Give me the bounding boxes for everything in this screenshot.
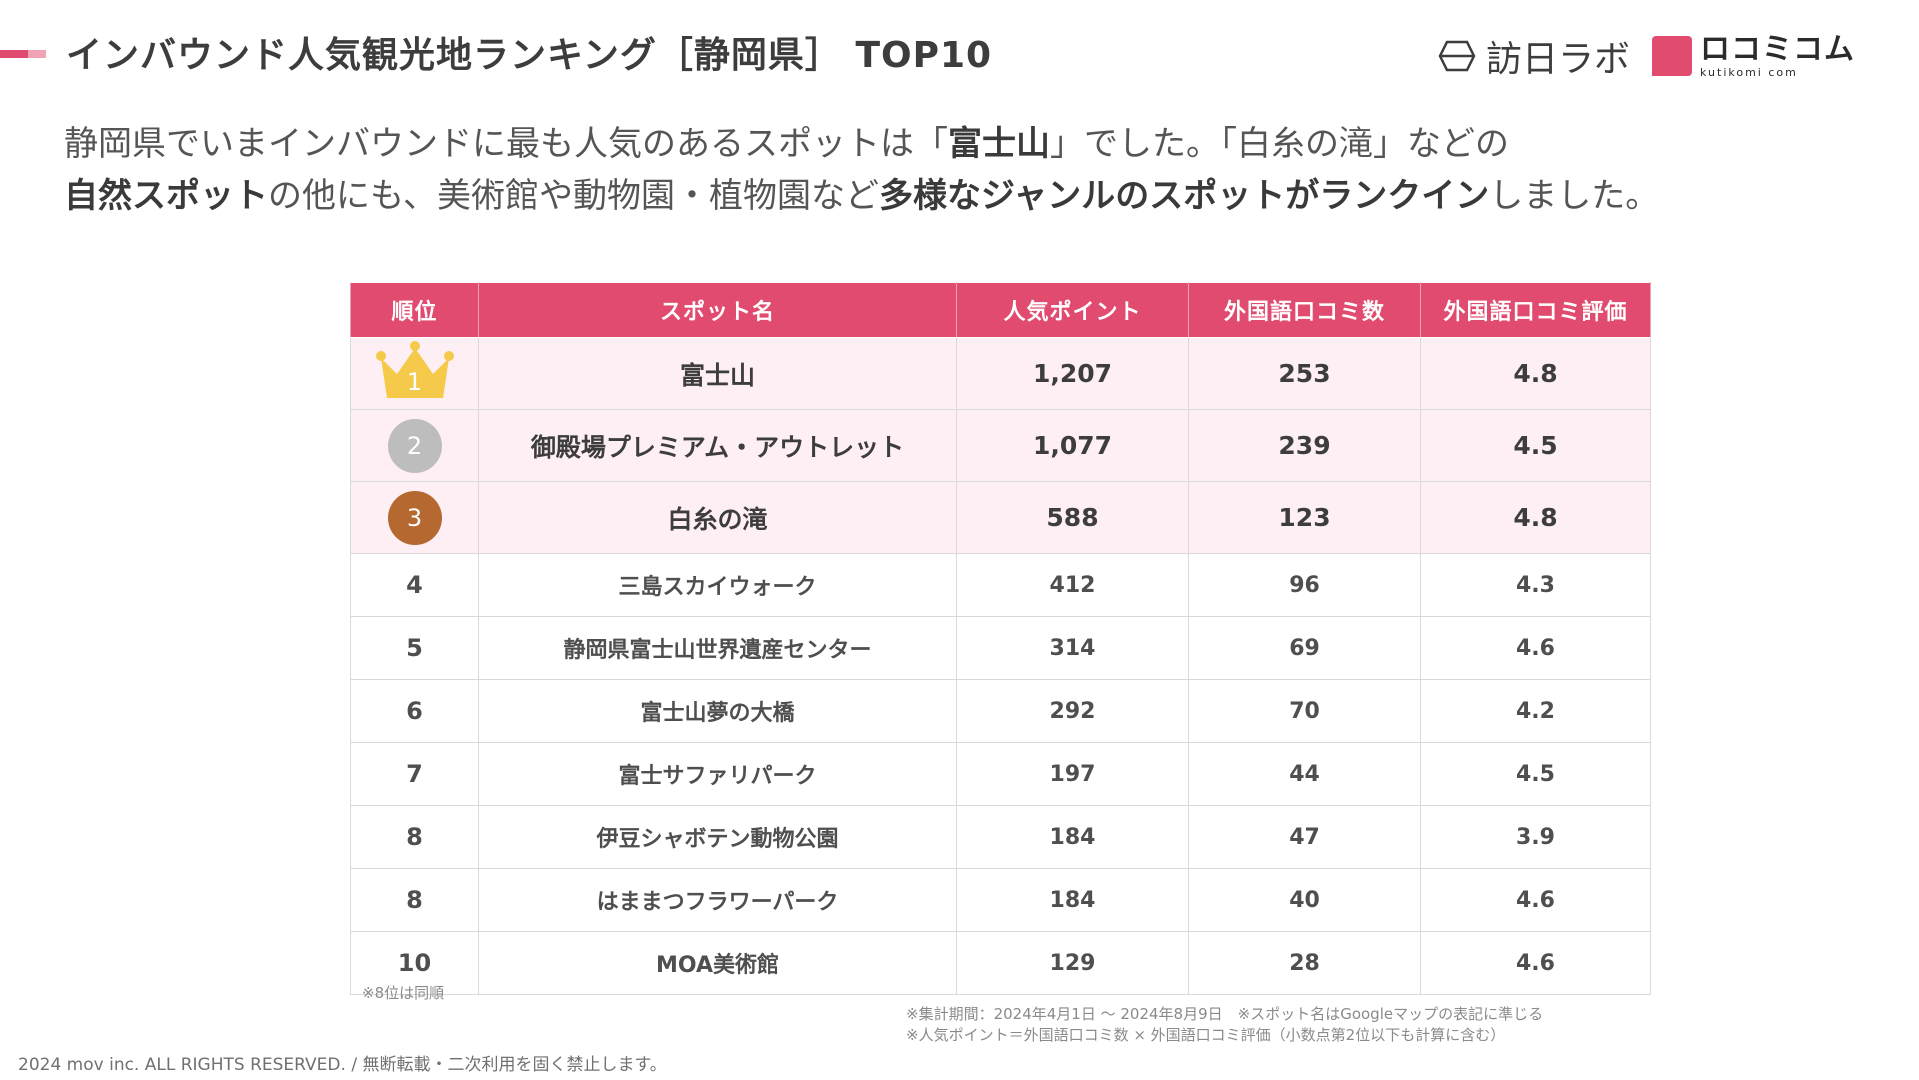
rating-cell: 4.6 — [1420, 931, 1651, 995]
review-count-cell: 239 — [1188, 409, 1421, 482]
houjin-labo-text: 訪日ラボ — [1485, 39, 1630, 80]
rank-cell: 8 — [350, 805, 479, 869]
rank-cell: 4 — [350, 553, 479, 617]
table-row: 8 伊豆シャボテン動物公園 184 47 3.9 — [350, 805, 1651, 869]
page-title: インバウンド人気観光地ランキング［静岡県］ TOP10 — [66, 35, 993, 76]
rating-cell: 4.6 — [1420, 616, 1651, 680]
points-cell: 184 — [956, 805, 1189, 869]
intro-line-2: 自然スポットの他にも、美術館や動物園・植物園など多様なジャンルのスポットがランク… — [64, 170, 1864, 222]
kutikomi-logo-text: ロコミコム — [1700, 31, 1855, 67]
rating-cell: 4.8 — [1420, 337, 1651, 410]
footnote-formula: ※人気ポイント＝外国語口コミ数 × 外国語口コミ評価（小数点第2位以下も計算に含… — [906, 1026, 1506, 1044]
intro-highlight-fuji: 富士山 — [948, 124, 1050, 164]
intro-text-segment: 」でした。「白糸の滝」などの — [1050, 124, 1509, 164]
points-cell: 292 — [956, 679, 1189, 743]
table-row: 6 富士山夢の大橋 292 70 4.2 — [350, 679, 1651, 743]
bronze-medal-icon: 3 — [387, 490, 442, 545]
logo-group: 訪日ラボ ロコミコム kutikomi com — [1438, 30, 1855, 82]
rank-cell: 3 — [350, 481, 479, 554]
review-count-cell: 70 — [1188, 679, 1421, 743]
review-count-cell: 253 — [1188, 337, 1421, 410]
table-row: 4 三島スカイウォーク 412 96 4.3 — [350, 553, 1651, 617]
rating-cell: 4.2 — [1420, 679, 1651, 743]
intro-line-1: 静岡県でいまインバウンドに最も人気のあるスポットは「富士山」でした。「白糸の滝」… — [64, 118, 1864, 170]
review-count-cell: 28 — [1188, 931, 1421, 995]
points-cell: 1,207 — [956, 337, 1189, 410]
points-cell: 314 — [956, 616, 1189, 680]
spot-name-cell: 富士山 — [478, 337, 957, 410]
spot-name-cell: 富士山夢の大橋 — [478, 679, 957, 743]
spot-name-cell: 三島スカイウォーク — [478, 553, 957, 617]
houjin-labo-icon — [1438, 40, 1476, 72]
review-count-cell: 69 — [1188, 616, 1421, 680]
rank-cell: 6 — [350, 679, 479, 743]
houjin-labo-logo: 訪日ラボ — [1438, 30, 1630, 82]
intro-highlight-variety: 多様なジャンルのスポットがランクイン — [878, 176, 1490, 216]
intro-text-segment: の他にも、美術館や動物園・植物園など — [268, 176, 879, 216]
table-row: 7 富士サファリパーク 197 44 4.5 — [350, 742, 1651, 806]
table-row: 8 はままつフラワーパーク 184 40 4.6 — [350, 868, 1651, 932]
table-row: 10 MOA美術館 129 28 4.6 — [350, 931, 1651, 995]
intro-text-segment: 静岡県でいまインバウンドに最も人気のあるスポットは「 — [64, 124, 948, 164]
title-accent-bar — [0, 50, 46, 58]
table-header-row: 順位 スポット名 人気ポイント 外国語口コミ数 外国語口コミ評価 — [350, 282, 1651, 338]
rank-cell: 10 — [350, 931, 479, 995]
table-row: 1 富士山 1,207 253 4.8 — [350, 337, 1651, 410]
points-cell: 1,077 — [956, 409, 1189, 482]
kutikomi-logo: ロコミコム kutikomi com — [1652, 31, 1855, 79]
copyright-footer: 2024 mov inc. ALL RIGHTS RESERVED. / 無断転… — [18, 1055, 667, 1075]
review-count-cell: 44 — [1188, 742, 1421, 806]
points-cell: 412 — [956, 553, 1189, 617]
table-row: 3 白糸の滝 588 123 4.8 — [350, 481, 1651, 554]
rank-cell: 8 — [350, 868, 479, 932]
rank-cell: 5 — [350, 616, 479, 680]
header-spot-name: スポット名 — [478, 282, 957, 338]
intro-text: 静岡県でいまインバウンドに最も人気のあるスポットは「富士山」でした。「白糸の滝」… — [64, 118, 1864, 222]
points-cell: 184 — [956, 868, 1189, 932]
spot-name-cell: 御殿場プレミアム・アウトレット — [478, 409, 957, 482]
rank-cell: 2 — [350, 409, 479, 482]
spot-name-cell: MOA美術館 — [478, 931, 957, 995]
review-count-cell: 123 — [1188, 481, 1421, 554]
header-points: 人気ポイント — [956, 282, 1189, 338]
spot-name-cell: 富士サファリパーク — [478, 742, 957, 806]
footnote-period: ※集計期間：2024年4月1日 〜 2024年8月9日 ※スポット名はGoogl… — [906, 1005, 1544, 1023]
tie-note: ※8位は同順 — [362, 984, 445, 1002]
review-count-cell: 96 — [1188, 553, 1421, 617]
header-rank: 順位 — [350, 282, 479, 338]
rank-cell: 1 — [350, 337, 479, 410]
table-row: 5 静岡県富士山世界遺産センター 314 69 4.6 — [350, 616, 1651, 680]
spot-name-cell: はままつフラワーパーク — [478, 868, 957, 932]
rating-cell: 3.9 — [1420, 805, 1651, 869]
spot-name-cell: 白糸の滝 — [478, 481, 957, 554]
intro-highlight-nature: 自然スポット — [64, 176, 268, 216]
rank-number: 1 — [406, 367, 423, 396]
kutikomi-mark-icon — [1652, 36, 1692, 76]
spot-name-cell: 伊豆シャボテン動物公園 — [478, 805, 957, 869]
accent-segment-light — [28, 50, 46, 58]
silver-medal-icon: 2 — [387, 418, 442, 473]
rating-cell: 4.5 — [1420, 409, 1651, 482]
rank-cell: 7 — [350, 742, 479, 806]
header-review-count: 外国語口コミ数 — [1188, 282, 1421, 338]
points-cell: 129 — [956, 931, 1189, 995]
points-cell: 588 — [956, 481, 1189, 554]
footnotes: ※集計期間：2024年4月1日 〜 2024年8月9日 ※スポット名はGoogl… — [906, 1004, 1543, 1046]
rating-cell: 4.6 — [1420, 868, 1651, 932]
review-count-cell: 47 — [1188, 805, 1421, 869]
rating-cell: 4.3 — [1420, 553, 1651, 617]
points-cell: 197 — [956, 742, 1189, 806]
review-count-cell: 40 — [1188, 868, 1421, 932]
ranking-table: 順位 スポット名 人気ポイント 外国語口コミ数 外国語口コミ評価 — [350, 282, 1651, 995]
table-row: 2 御殿場プレミアム・アウトレット 1,077 239 4.5 — [350, 409, 1651, 482]
kutikomi-logo-subtext: kutikomi com — [1700, 65, 1798, 79]
rating-cell: 4.5 — [1420, 742, 1651, 806]
header-review-rating: 外国語口コミ評価 — [1420, 282, 1651, 338]
accent-segment-dark — [0, 50, 28, 58]
gold-crown-icon: 1 — [375, 340, 455, 402]
intro-text-segment: しました。 — [1489, 176, 1660, 216]
spot-name-cell: 静岡県富士山世界遺産センター — [478, 616, 957, 680]
rating-cell: 4.8 — [1420, 481, 1651, 554]
